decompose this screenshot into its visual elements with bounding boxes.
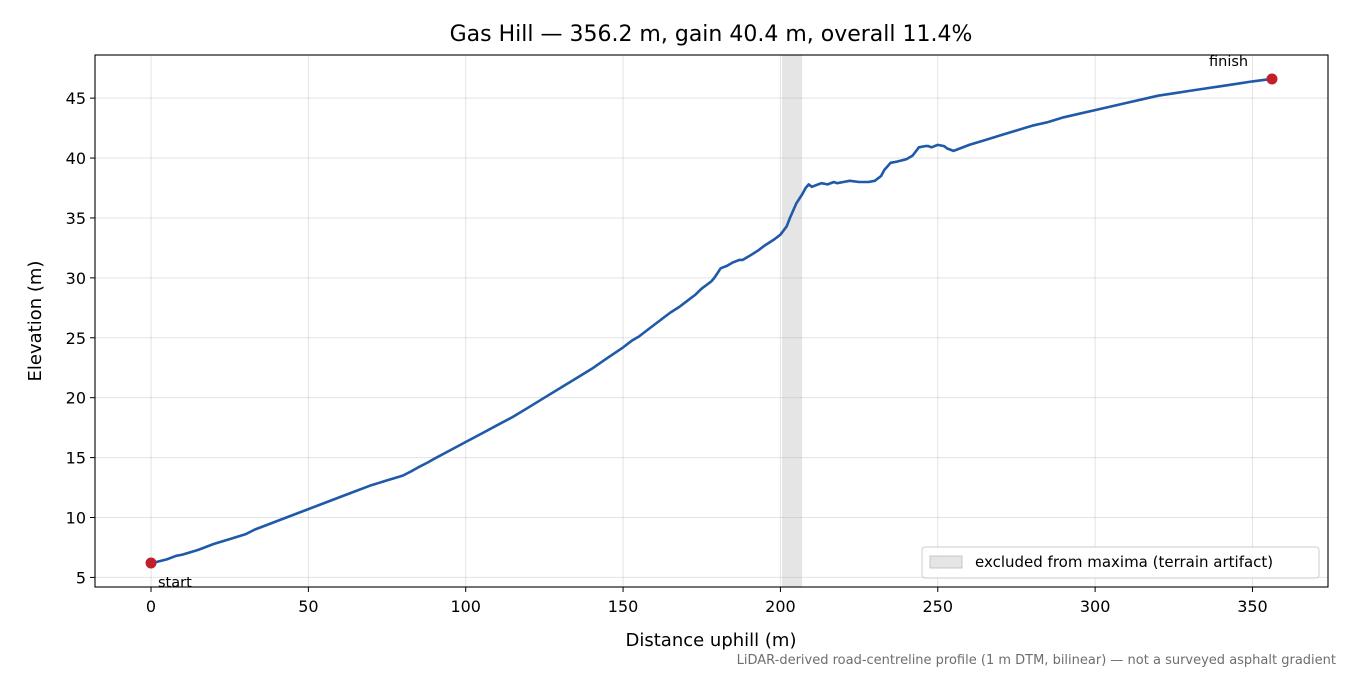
excluded-band-layer [781,55,803,587]
y-tick-label: 30 [66,269,86,288]
axes-frame [94,54,1329,588]
elevation-profile-line [149,77,1274,565]
chart-title: Gas Hill — 356.2 m, gain 40.4 m, overall… [450,22,973,47]
x-tick-label: 100 [450,597,481,616]
legend-label-excluded: excluded from maxima (terrain artifact) [975,553,1273,571]
y-tick-label: 45 [66,89,86,108]
axes-layer [94,54,1329,588]
y-tick-label: 40 [66,149,86,168]
x-tick-label: 0 [146,597,156,616]
x-tick-label: 200 [765,597,796,616]
y-tick-label: 5 [76,568,86,587]
x-tick-label: 300 [1080,597,1111,616]
marker-layer [145,73,1278,569]
series-layer [149,77,1274,565]
y-axis-label: Elevation (m) [25,261,46,382]
x-tick-label: 250 [922,597,953,616]
y-tick-label: 15 [66,449,86,468]
tick-layer: 0 50 100 150 200 250 300 350 5 10 15 20 25 30 35 40 45 [66,89,1268,616]
legend-swatch-excluded [929,555,963,569]
start-marker [145,557,157,569]
plot-background [95,55,1328,587]
legend: excluded from maxima (terrain artifact) [921,546,1320,579]
legend-frame [921,546,1320,579]
x-tick-label: 350 [1237,597,1268,616]
y-tick-label: 10 [66,509,86,528]
x-tick-label: 50 [298,597,318,616]
finish-annotation: finish [1209,54,1248,70]
y-tick-label: 35 [66,209,86,228]
footnote: LiDAR-derived road-centreline profile (1… [737,653,1336,668]
grid-layer [95,55,1328,587]
y-tick-label: 20 [66,389,86,408]
x-axis-label: Distance uphill (m) [626,630,797,651]
x-tick-label: 150 [608,597,639,616]
y-tick-label: 25 [66,329,86,348]
excluded-band [781,55,803,587]
finish-marker [1266,73,1278,85]
plot-area [95,55,1328,587]
start-annotation: start [158,575,192,591]
